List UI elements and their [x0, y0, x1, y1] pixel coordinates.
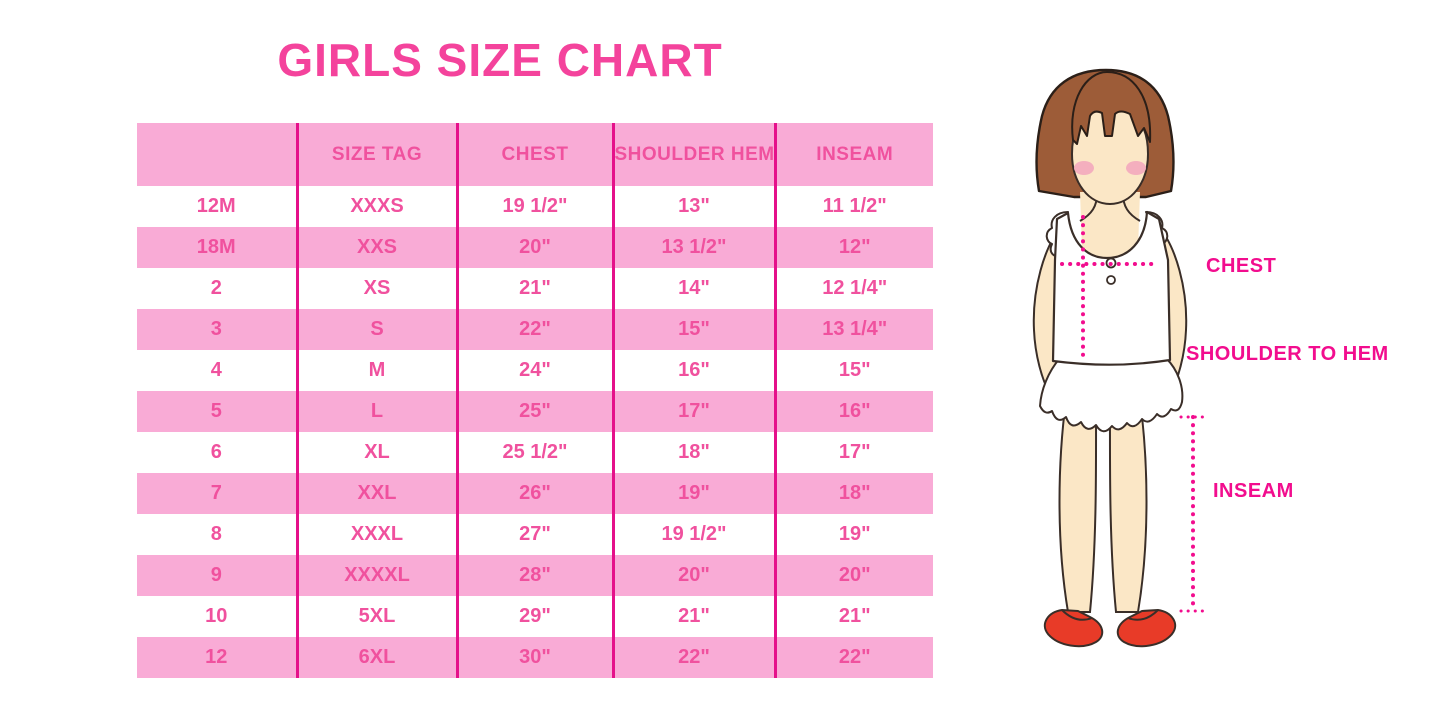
cell-size-tag: S — [295, 309, 457, 350]
cell-inseam: 18" — [773, 473, 933, 514]
header-chest: CHEST — [455, 123, 613, 186]
cell-inseam: 11 1/2" — [773, 186, 933, 227]
cell-size: 7 — [137, 473, 297, 514]
table-row: 18M XXS 20" 13 1/2" 12" — [137, 227, 933, 268]
cell-chest: 28" — [455, 555, 613, 596]
cell-inseam: 20" — [773, 555, 933, 596]
cell-size: 3 — [137, 309, 297, 350]
girl-measurement-illustration: CHEST SHOULDER TO HEM INSEAM — [1032, 68, 1389, 648]
table-row: 9 XXXXL 28" 20" 20" — [137, 555, 933, 596]
cell-size-tag: XS — [295, 268, 457, 309]
cell-inseam: 15" — [773, 350, 933, 391]
page-title: GIRLS SIZE CHART — [277, 34, 723, 86]
cell-size: 12M — [137, 186, 297, 227]
cell-shoulder-hem: 14" — [611, 268, 775, 309]
cell-shoulder-hem: 21" — [611, 596, 775, 637]
cell-shoulder-hem: 13" — [611, 186, 775, 227]
cell-shoulder-hem: 13 1/2" — [611, 227, 775, 268]
cell-chest: 25" — [455, 391, 613, 432]
size-table-header-row: SIZE TAG CHEST SHOULDER HEM INSEAM — [137, 123, 933, 186]
cell-shoulder-hem: 17" — [611, 391, 775, 432]
shoulder-to-hem-label: SHOULDER TO HEM — [1186, 343, 1389, 365]
cell-size-tag: XL — [295, 432, 457, 473]
cell-inseam: 21" — [773, 596, 933, 637]
size-table: SIZE TAG CHEST SHOULDER HEM INSEAM 12M X… — [137, 123, 933, 678]
cell-size-tag: 6XL — [295, 637, 457, 678]
cell-shoulder-hem: 19" — [611, 473, 775, 514]
table-row: 12 6XL 30" 22" 22" — [137, 637, 933, 678]
table-row: 2 XS 21" 14" 12 1/4" — [137, 268, 933, 309]
cell-size: 2 — [137, 268, 297, 309]
cell-shoulder-hem: 16" — [611, 350, 775, 391]
cell-size-tag: M — [295, 350, 457, 391]
skirt-shape — [1039, 352, 1184, 433]
cell-inseam: 12 1/4" — [773, 268, 933, 309]
chest-label: CHEST — [1206, 255, 1276, 277]
table-row: 4 M 24" 16" 15" — [137, 350, 933, 391]
cell-chest: 25 1/2" — [455, 432, 613, 473]
cell-shoulder-hem: 22" — [611, 637, 775, 678]
cell-size: 18M — [137, 227, 297, 268]
cell-size-tag: XXXXL — [295, 555, 457, 596]
cell-inseam: 12" — [773, 227, 933, 268]
cell-chest: 30" — [455, 637, 613, 678]
cell-size-tag: XXXL — [295, 514, 457, 555]
cell-shoulder-hem: 15" — [611, 309, 775, 350]
cell-chest: 22" — [455, 309, 613, 350]
cell-inseam: 17" — [773, 432, 933, 473]
cell-inseam: 19" — [773, 514, 933, 555]
cell-size: 8 — [137, 514, 297, 555]
header-inseam: INSEAM — [773, 123, 933, 186]
cell-size-tag: L — [295, 391, 457, 432]
inseam-label: INSEAM — [1213, 480, 1294, 502]
cell-chest: 19 1/2" — [455, 186, 613, 227]
cell-chest: 24" — [455, 350, 613, 391]
table-row: 12M XXXS 19 1/2" 13" 11 1/2" — [137, 186, 933, 227]
cell-size: 5 — [137, 391, 297, 432]
right-shoe — [1116, 609, 1177, 648]
table-row: 3 S 22" 15" 13 1/4" — [137, 309, 933, 350]
table-row: 5 L 25" 17" 16" — [137, 391, 933, 432]
cell-shoulder-hem: 19 1/2" — [611, 514, 775, 555]
cell-size-tag: 5XL — [295, 596, 457, 637]
left-shoe-strap — [1061, 609, 1093, 621]
cell-chest: 27" — [455, 514, 613, 555]
cell-inseam: 16" — [773, 391, 933, 432]
cell-size: 9 — [137, 555, 297, 596]
blush-left — [1074, 161, 1094, 175]
cell-size-tag: XXS — [295, 227, 457, 268]
header-size-tag: SIZE TAG — [295, 123, 457, 186]
cell-chest: 26" — [455, 473, 613, 514]
table-row: 6 XL 25 1/2" 18" 17" — [137, 432, 933, 473]
cell-size: 12 — [137, 637, 297, 678]
table-row: 7 XXL 26" 19" 18" — [137, 473, 933, 514]
header-size — [137, 123, 297, 186]
right-leg — [1108, 399, 1148, 613]
size-table-body: 12M XXXS 19 1/2" 13" 11 1/2" 18M XXS 20"… — [137, 186, 933, 678]
right-shoe-strap — [1127, 609, 1159, 621]
table-row: 10 5XL 29" 21" 21" — [137, 596, 933, 637]
cell-inseam: 22" — [773, 637, 933, 678]
left-shoe — [1043, 609, 1104, 648]
cell-chest: 29" — [455, 596, 613, 637]
cell-size: 10 — [137, 596, 297, 637]
left-leg — [1058, 399, 1098, 613]
cell-size-tag: XXXS — [295, 186, 457, 227]
cell-chest: 20" — [455, 227, 613, 268]
cell-size: 4 — [137, 350, 297, 391]
cell-chest: 21" — [455, 268, 613, 309]
cell-size-tag: XXL — [295, 473, 457, 514]
cell-shoulder-hem: 18" — [611, 432, 775, 473]
cell-size: 6 — [137, 432, 297, 473]
top-button-2 — [1106, 275, 1116, 285]
bangs-shape — [1071, 71, 1152, 145]
header-shoulder-hem: SHOULDER HEM — [611, 123, 775, 186]
cell-shoulder-hem: 20" — [611, 555, 775, 596]
neck-shape — [1080, 192, 1140, 258]
table-row: 8 XXXL 27" 19 1/2" 19" — [137, 514, 933, 555]
cell-inseam: 13 1/4" — [773, 309, 933, 350]
blush-right — [1126, 161, 1146, 175]
